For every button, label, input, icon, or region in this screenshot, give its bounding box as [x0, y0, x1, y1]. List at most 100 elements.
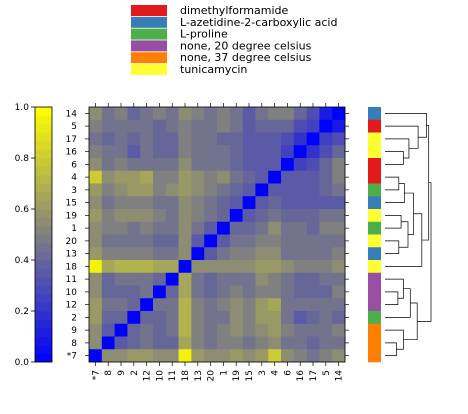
heatmap-cell: [217, 260, 231, 274]
heatmap-cell: [229, 158, 243, 172]
heatmap-cell: [89, 323, 103, 337]
heatmap-cell: [89, 183, 103, 197]
heatmap-cell: [293, 132, 307, 146]
heatmap-cell: [114, 183, 128, 197]
heatmap-cell: [178, 260, 192, 274]
heatmap-cell: [165, 132, 179, 146]
condition-strip-cell: [368, 107, 381, 121]
heatmap-cell: [281, 158, 295, 172]
heatmap-cell: [140, 221, 154, 235]
heatmap-cell: [165, 209, 179, 223]
condition-strip-cell: [368, 119, 381, 133]
heatmap-cell: [114, 272, 128, 286]
heatmap-cell: [89, 107, 103, 121]
heatmap-cell: [242, 119, 256, 133]
colorbar-step: [35, 243, 52, 252]
heatmap-cell: [332, 272, 346, 286]
heatmap-cell: [332, 311, 346, 325]
heatmap-cell: [89, 298, 103, 312]
col-label: 20: [207, 370, 217, 382]
heatmap-cell: [229, 323, 243, 337]
col-label: 6: [283, 370, 293, 376]
heatmap-cell: [268, 183, 282, 197]
dendrogram-branch: [385, 138, 410, 159]
heatmap-cell: [204, 145, 218, 159]
heatmap-cell: [153, 132, 167, 146]
heatmap-cell: [255, 260, 269, 274]
heatmap-cell: [165, 107, 179, 121]
heatmap-cell: [204, 298, 218, 312]
heatmap-cell: [255, 145, 269, 159]
heatmap-cell: [319, 145, 333, 159]
heatmap-cell: [255, 158, 269, 172]
heatmap-cell: [268, 349, 282, 363]
condition-strip-cell: [368, 234, 381, 248]
heatmap-cell: [140, 158, 154, 172]
heatmap-cell: [332, 119, 346, 133]
heatmap-cell: [127, 221, 141, 235]
heatmap-cell: [281, 196, 295, 210]
heatmap-cell: [319, 209, 333, 223]
colorbar-step: [35, 345, 52, 354]
condition-strip-cell: [368, 170, 381, 184]
heatmap-cell: [217, 336, 231, 350]
heatmap-cell: [332, 221, 346, 235]
heatmap-cell: [127, 170, 141, 184]
heatmap-cell: [89, 119, 103, 133]
heatmap-cell: [229, 107, 243, 121]
heatmap-cell: [229, 183, 243, 197]
heatmap-cell: [332, 323, 346, 337]
heatmap-cell: [281, 298, 295, 312]
heatmap-cell: [191, 234, 205, 248]
heatmap-cell: [281, 145, 295, 159]
heatmap-cell: [242, 158, 256, 172]
heatmap-cell: [204, 119, 218, 133]
heatmap-cell: [178, 119, 192, 133]
heatmap-cell: [191, 158, 205, 172]
colorbar-step: [35, 200, 52, 210]
heatmap-cell: [242, 298, 256, 312]
heatmap-cell: [89, 145, 103, 159]
heatmap-cell: [217, 183, 231, 197]
heatmap-cell: [268, 298, 282, 312]
heatmap-cell: [332, 196, 346, 210]
heatmap-cell: [178, 272, 192, 286]
heatmap-cell: [153, 323, 167, 337]
heatmap-cell: [293, 349, 307, 363]
heatmap-cell: [293, 247, 307, 261]
heatmap-cell: [191, 221, 205, 235]
colorbar-step: [35, 132, 52, 142]
heatmap-cell: [178, 311, 192, 325]
heatmap-cell: [101, 272, 115, 286]
heatmap-cell: [101, 285, 115, 299]
heatmap-cell: [165, 336, 179, 350]
heatmap-cell: [114, 132, 128, 146]
heatmap-cell: [281, 209, 295, 223]
colorbar-tick-label: 0.6: [15, 205, 30, 215]
heatmap-cell: [319, 323, 333, 337]
condition-strip-cell: [368, 336, 381, 350]
heatmap-cell: [204, 158, 218, 172]
heatmap-cell: [140, 145, 154, 159]
heatmap-cell: [242, 349, 256, 363]
heatmap-cell: [191, 183, 205, 197]
heatmap-cell: [217, 170, 231, 184]
colorbar-step: [35, 234, 52, 244]
heatmap-cell: [165, 158, 179, 172]
heatmap-cell: [319, 183, 333, 197]
heatmap-cell: [101, 298, 115, 312]
colorbar-tick-label: 1.0: [15, 103, 30, 113]
col-label: 17: [309, 370, 319, 381]
heatmap-cell: [101, 323, 115, 337]
heatmap-cell: [281, 132, 295, 146]
heatmap-cell: [242, 196, 256, 210]
dendrogram-branch: [385, 113, 427, 138]
heatmap-cell: [114, 145, 128, 159]
heatmap-cell: [114, 119, 128, 133]
heatmap-cell: [332, 260, 346, 274]
row-label: 12: [66, 301, 77, 311]
heatmap-cell: [140, 311, 154, 325]
heatmap-cell: [217, 132, 231, 146]
heatmap-cell: [319, 170, 333, 184]
col-label: 15: [245, 370, 255, 381]
